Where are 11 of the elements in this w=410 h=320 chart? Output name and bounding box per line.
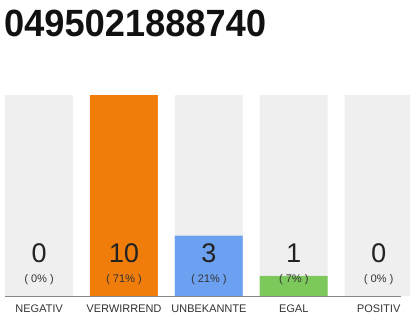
data-label: 0 ( 0% ) [24,238,54,285]
x-tick-label: POSITIV [356,303,401,315]
data-label: 0 ( 0% ) [364,238,394,285]
data-label: 10 ( 71% ) [106,238,142,285]
x-tick-label: VERWIRREND [86,303,162,315]
x-tick-label: UNBEKANNTE [171,303,246,315]
data-label: 3 ( 21% ) [191,238,227,285]
x-tick-label: NEGATIV [15,303,64,315]
data-label: 1 ( 7% ) [279,238,308,285]
chart-title: 0495021888740 [4,3,279,45]
x-tick-label: EGAL [279,303,308,315]
